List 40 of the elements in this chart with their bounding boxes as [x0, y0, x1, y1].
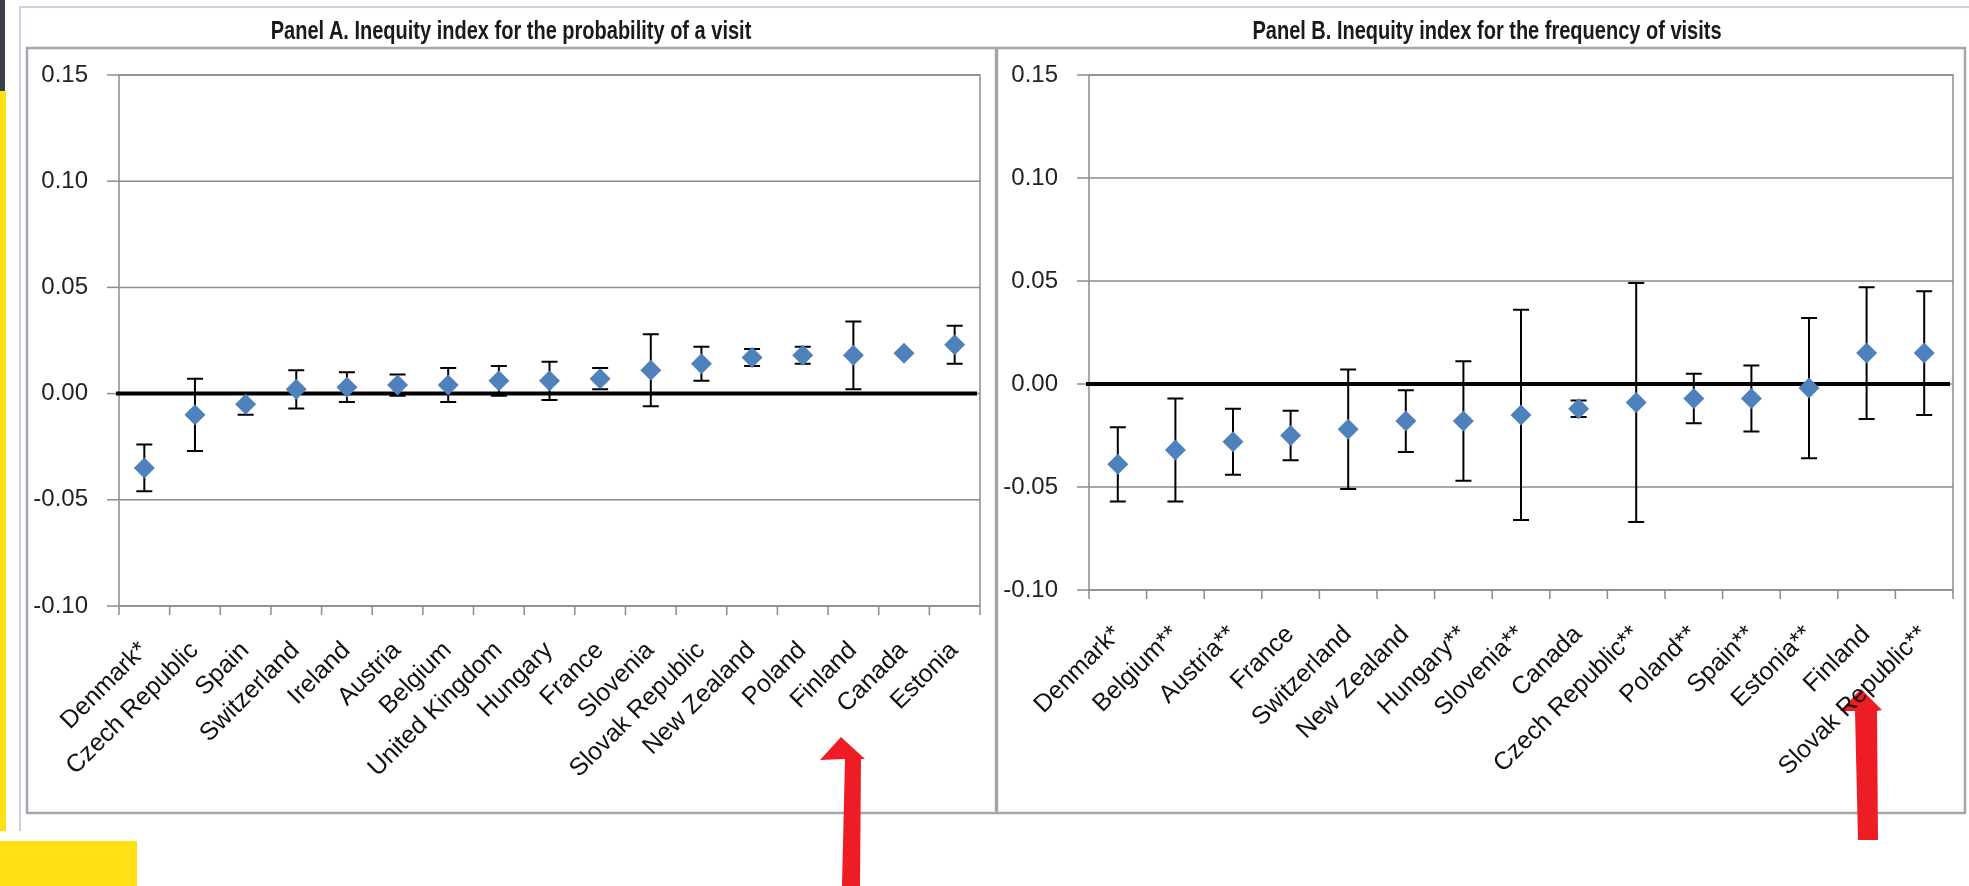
point	[1913, 342, 1935, 364]
point	[437, 374, 459, 396]
point	[1856, 342, 1878, 364]
y-tick-label: 0.10	[1011, 162, 1058, 190]
point	[1510, 404, 1532, 426]
point	[539, 370, 560, 392]
y-tick-label: -0.05	[33, 484, 88, 512]
chart-title: Panel A. Inequity index for the probability of a visit	[270, 15, 752, 45]
y-tick-label: -0.10	[33, 590, 88, 618]
point	[1740, 387, 1762, 409]
point	[944, 334, 966, 356]
point	[1337, 418, 1359, 440]
y-tick-label: -0.05	[1003, 471, 1058, 499]
y-tick-label: 0.05	[1011, 265, 1058, 293]
chart-title: Panel B. Inequity index for the frequency of visits	[1252, 15, 1722, 45]
y-tick-label: 0.05	[41, 271, 88, 299]
point	[1452, 410, 1474, 432]
point	[893, 342, 915, 364]
point	[690, 353, 712, 375]
y-tick-label: 0.10	[41, 165, 88, 193]
point	[1107, 453, 1129, 475]
point	[1164, 439, 1186, 461]
point	[1280, 425, 1302, 446]
point	[1798, 377, 1820, 399]
point	[1625, 392, 1647, 414]
point	[1683, 387, 1705, 409]
y-tick-label: -0.10	[1003, 574, 1058, 602]
y-tick-label: 0.15	[41, 59, 88, 87]
y-tick-label: 0.00	[1011, 368, 1058, 396]
point	[1395, 410, 1417, 432]
point	[842, 344, 864, 366]
point	[285, 378, 307, 400]
point	[488, 370, 510, 392]
y-tick-label: 0.15	[1011, 59, 1058, 87]
point	[184, 404, 206, 426]
point	[133, 457, 155, 479]
point	[336, 376, 358, 398]
y-tick-label: 0.00	[41, 378, 88, 406]
point	[640, 359, 662, 381]
point	[1222, 431, 1244, 453]
